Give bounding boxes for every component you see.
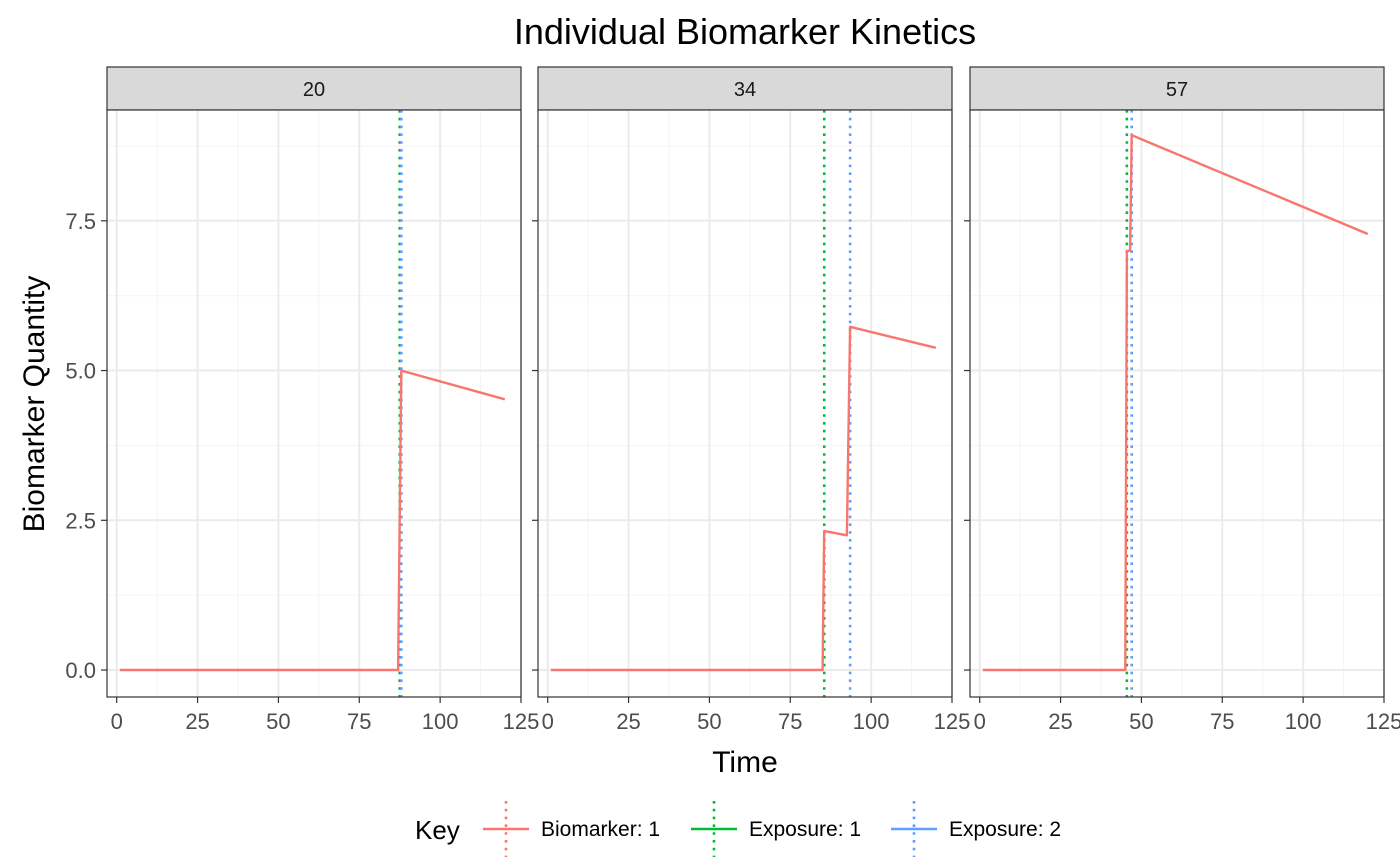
x-tick-label: 0	[111, 709, 123, 734]
facet-strip-label: 57	[1166, 79, 1188, 101]
legend-label: Exposure: 2	[949, 818, 1061, 841]
panel-border	[969, 109, 1385, 698]
biomarker-line	[982, 133, 1369, 672]
legend-item: Biomarker: 1	[483, 801, 660, 857]
biomarker-line	[119, 369, 506, 672]
x-tick-label: 100	[422, 709, 459, 734]
x-tick-label: 125	[1366, 709, 1400, 734]
legend: Key Biomarker: 1 Exposure: 1 Exposure: 2	[415, 801, 1061, 857]
facet-strip	[106, 66, 522, 111]
x-tick-label: 50	[697, 709, 721, 734]
chart-title: Individual Biomarker Kinetics	[514, 11, 976, 52]
legend-items: Biomarker: 1 Exposure: 1 Exposure: 2	[483, 801, 1061, 857]
x-tick-label: 75	[778, 709, 802, 734]
facet-panels: 20 0 25 50 75 100 125 0.0 2.5 5.0 7.5 34 0 25 50 75 100 1…	[65, 66, 1400, 734]
facet-strip	[537, 66, 953, 111]
y-tick-label: 7.5	[65, 209, 96, 234]
panel-background	[970, 110, 1384, 697]
panel-border	[537, 109, 953, 698]
x-tick-label: 50	[1129, 709, 1153, 734]
x-tick-label: 25	[616, 709, 640, 734]
facet-panel: 20 0 25 50 75 100 125 0.0 2.5 5.0 7.5	[65, 66, 540, 734]
legend-title: Key	[415, 815, 460, 845]
facet-strip-label: 20	[303, 79, 325, 101]
y-tick-label: 0.0	[65, 658, 96, 683]
facet-panel: 57 0 25 50 75 100 125	[964, 66, 1400, 734]
y-axis-title: Biomarker Quantity	[18, 276, 51, 533]
x-tick-label: 0	[542, 709, 554, 734]
x-tick-label: 75	[347, 709, 371, 734]
x-tick-label: 125	[934, 709, 971, 734]
y-tick-label: 2.5	[65, 508, 96, 533]
x-tick-label: 125	[503, 709, 540, 734]
legend-item: Exposure: 2	[891, 801, 1061, 857]
x-tick-label: 100	[853, 709, 890, 734]
x-tick-label: 25	[1048, 709, 1072, 734]
x-tick-label: 50	[266, 709, 290, 734]
y-tick-label: 5.0	[65, 359, 96, 384]
x-axis-title: Time	[712, 746, 778, 779]
x-tick-label: 100	[1285, 709, 1322, 734]
panel-background	[538, 110, 952, 697]
legend-label: Biomarker: 1	[541, 818, 660, 841]
panel-background	[107, 110, 521, 697]
panel-border	[106, 109, 522, 698]
facet-strip	[969, 66, 1385, 111]
x-tick-label: 75	[1210, 709, 1234, 734]
legend-label: Exposure: 1	[749, 818, 861, 841]
x-tick-label: 0	[974, 709, 986, 734]
x-tick-label: 25	[185, 709, 209, 734]
biomarker-line	[550, 325, 937, 672]
facet-strip-label: 34	[734, 79, 756, 101]
legend-item: Exposure: 1	[691, 801, 861, 857]
facet-panel: 34 0 25 50 75 100 125	[532, 66, 971, 734]
